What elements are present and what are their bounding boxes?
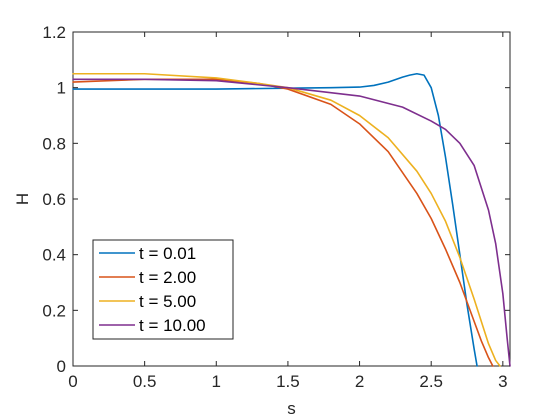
legend: t = 0.01 t = 2.00 t = 5.00 t = 10.00 — [92, 239, 234, 340]
legend-label-2: t = 2.00 — [139, 268, 196, 287]
series-layer — [72, 72, 511, 367]
x-tick-label: 2.5 — [419, 372, 443, 391]
ticks-layer: 0 0.5 1 1.5 2 2.5 3 0 0.2 0.4 0.6 0.8 1 1.2 — [42, 23, 510, 391]
x-tick-label: 0.5 — [133, 372, 157, 391]
x-tick-label: 1 — [212, 372, 221, 391]
x-tick-label: 0 — [68, 372, 77, 391]
legend-label-1: t = 0.01 — [139, 244, 196, 263]
x-tick-label: 3 — [498, 372, 507, 391]
x-tick-label: 2 — [355, 372, 364, 391]
y-tick-label: 0.4 — [42, 246, 66, 265]
x-tick-label: 1.5 — [276, 372, 300, 391]
y-tick-label: 0.2 — [42, 301, 66, 320]
series-line-4 — [72, 78, 511, 367]
y-axis-label: H — [13, 193, 32, 205]
y-tick-label: 0.8 — [42, 134, 66, 153]
y-tick-label: 1.2 — [42, 23, 66, 42]
y-tick-label: 1 — [57, 79, 66, 98]
legend-label-3: t = 5.00 — [139, 292, 196, 311]
x-axis-label: s — [287, 399, 296, 418]
series-line-3 — [72, 72, 501, 367]
legend-box — [92, 239, 234, 340]
legend-label-4: t = 10.00 — [139, 316, 206, 335]
y-tick-label: 0 — [57, 357, 66, 376]
y-tick-label: 0.6 — [42, 190, 66, 209]
